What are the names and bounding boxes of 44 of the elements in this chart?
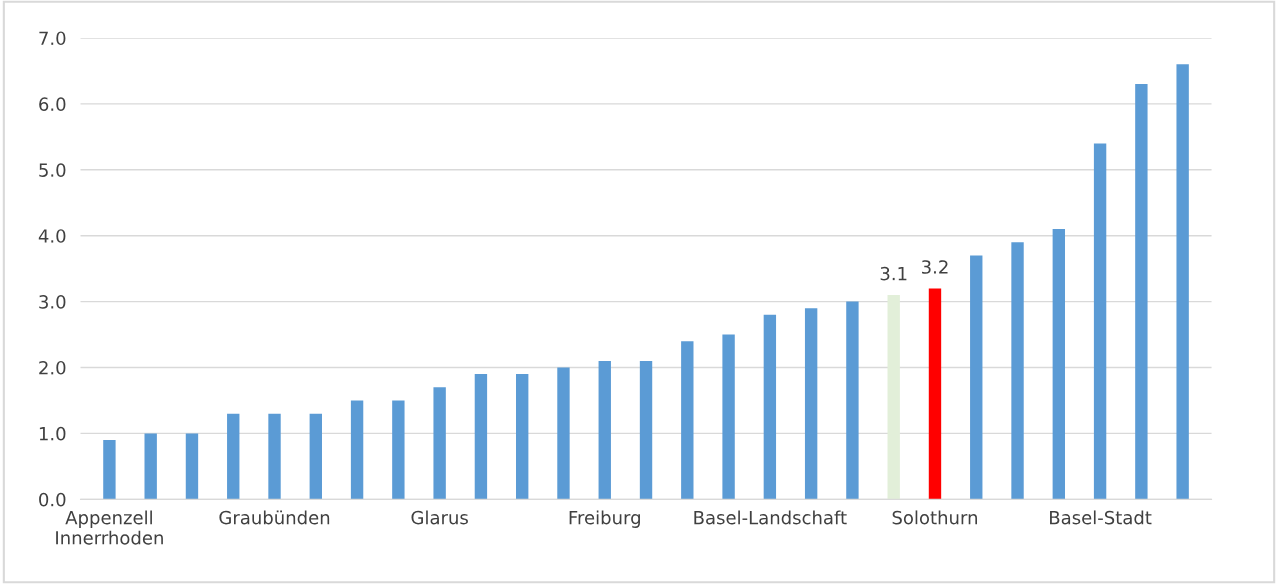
- bar: [227, 413, 240, 500]
- x-tick-label: Basel-Landschaft: [694, 510, 847, 525]
- bar: [681, 341, 694, 500]
- bar: [1093, 143, 1107, 500]
- bar: [516, 374, 529, 500]
- bar: [392, 400, 405, 500]
- bar: [722, 334, 735, 500]
- x-tick-label: Freiburg: [569, 510, 640, 528]
- bar: [1176, 64, 1189, 500]
- x-tick-label: Graubünden: [219, 510, 330, 525]
- bar: [144, 433, 157, 500]
- y-tick-label: 3.0: [39, 295, 66, 309]
- bar: [970, 255, 983, 500]
- bar: [350, 400, 364, 500]
- bar: [846, 301, 859, 500]
- y-tick-label: 5.0: [39, 163, 66, 177]
- x-tick-label: Basel-Stadt: [1050, 510, 1152, 525]
- bar: [1011, 242, 1024, 500]
- bar: [1052, 229, 1066, 500]
- y-tick-label: 4.0: [38, 229, 66, 243]
- data-label: 3.2: [922, 260, 948, 274]
- bar: [598, 360, 611, 500]
- x-tick-label: Solothurn: [892, 510, 977, 525]
- bar: [474, 374, 488, 500]
- bar: [639, 360, 653, 500]
- bar: [928, 288, 942, 500]
- data-label: 3.1: [880, 266, 907, 281]
- y-tick-label: 1.0: [39, 426, 66, 441]
- bar: [103, 440, 116, 500]
- y-tick-label: 6.0: [39, 97, 66, 111]
- bar: [557, 367, 570, 500]
- bar: [1135, 84, 1148, 500]
- y-tick-label: 0.0: [39, 492, 66, 507]
- y-tick-label: 2.0: [39, 360, 66, 375]
- bar: [804, 308, 818, 500]
- bar: [763, 314, 777, 500]
- bar: [887, 295, 900, 500]
- bar: [268, 413, 281, 500]
- bar: [433, 387, 446, 500]
- x-tick-label: Glarus: [411, 510, 468, 525]
- y-tick-label: 7.0: [39, 31, 66, 46]
- bar: [309, 413, 322, 500]
- x-tick-label: Appenzell Innerrhoden: [56, 510, 163, 545]
- bar: [185, 433, 199, 500]
